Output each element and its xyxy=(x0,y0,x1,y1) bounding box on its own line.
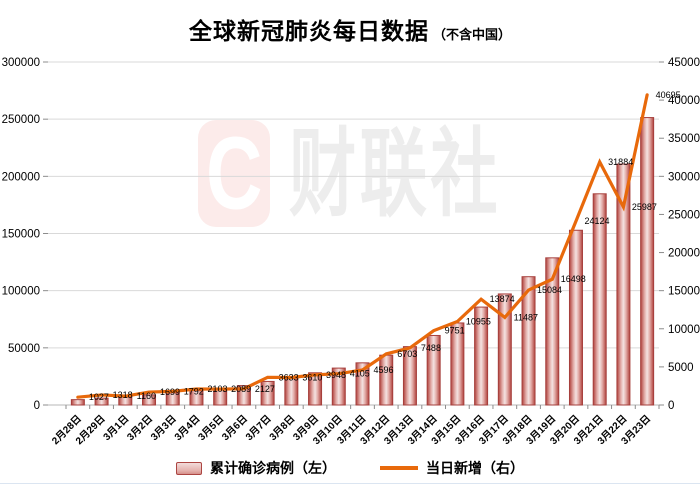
right-axis-label: 5000 xyxy=(668,362,694,374)
line-data-label: 11487 xyxy=(514,312,538,322)
bar-cumulative-cases xyxy=(142,394,157,406)
legend-bar-swatch xyxy=(176,461,202,475)
line-data-label: 6703 xyxy=(397,349,417,359)
line-data-label: 15084 xyxy=(537,285,562,295)
line-data-label: 1027 xyxy=(89,392,109,402)
right-axis-label: 10000 xyxy=(668,324,700,336)
line-data-label: 40695 xyxy=(656,90,681,100)
right-axis-label: 15000 xyxy=(668,286,700,298)
x-axis-label: 3月3日 xyxy=(148,413,178,443)
left-axis-label: 300000 xyxy=(2,57,40,69)
legend: 累计确诊病例（左） 当日新增（右） xyxy=(0,458,700,478)
x-axis-label: 3月2日 xyxy=(125,413,155,443)
bar-cumulative-cases xyxy=(592,193,607,406)
line-data-label: 3633 xyxy=(279,372,299,382)
legend-bar-label: 累计确诊病例（左） xyxy=(210,460,336,476)
line-data-label: 13874 xyxy=(490,294,515,304)
chart-title: 全球新冠肺炎每日数据 （不含中国） xyxy=(0,12,700,46)
watermark-brand-text: 财联社 xyxy=(289,120,502,228)
line-data-label: 4596 xyxy=(373,365,393,375)
line-data-label: 10955 xyxy=(466,316,491,326)
watermark-logo-badge: C xyxy=(198,120,270,227)
line-data-label: 4105 xyxy=(350,369,370,379)
bar-cumulative-cases xyxy=(640,117,655,406)
bar-cumulative-cases xyxy=(426,334,441,406)
bar-cumulative-cases xyxy=(94,397,109,406)
right-axis-label: 40000 xyxy=(668,95,700,107)
left-axis-label: 50000 xyxy=(8,343,40,355)
bar-cumulative-cases xyxy=(331,367,346,406)
line-data-label: 9751 xyxy=(445,326,465,336)
right-axis-label: 30000 xyxy=(668,171,700,183)
line-data-label: 2127 xyxy=(255,384,275,394)
line-data-label: 16498 xyxy=(561,274,586,284)
right-axis-label: 25000 xyxy=(668,209,700,221)
x-axis-label: 3月7日 xyxy=(243,413,273,443)
line-data-label: 24124 xyxy=(584,216,609,226)
line-data-label: 31884 xyxy=(608,157,633,167)
line-data-label: 7488 xyxy=(421,343,441,353)
x-axis-label: 3月4日 xyxy=(172,413,202,443)
bar-cumulative-cases xyxy=(521,276,536,406)
bar-cumulative-cases xyxy=(379,354,394,406)
x-axis-label: 3月1日 xyxy=(101,413,131,443)
line-data-label: 3610 xyxy=(302,372,322,382)
line-data-label: 1792 xyxy=(184,386,204,396)
chart-title-suffix: （不含中国） xyxy=(432,27,511,42)
line-data-label: 1160 xyxy=(137,391,156,401)
line-data-label: 25987 xyxy=(632,202,657,212)
watermark-logo-letter: C xyxy=(205,120,263,227)
legend-line-swatch xyxy=(380,466,418,470)
bar-cumulative-cases xyxy=(236,385,251,406)
bottom-divider xyxy=(0,483,700,484)
x-axis-label: 3月5日 xyxy=(196,413,226,443)
line-data-label: 2089 xyxy=(231,384,251,394)
x-axis-label: 3月6日 xyxy=(220,413,250,443)
bar-cumulative-cases xyxy=(568,229,583,406)
bar-cumulative-cases xyxy=(260,380,275,406)
bar-cumulative-cases xyxy=(497,293,512,406)
line-data-label: 1699 xyxy=(160,387,180,397)
legend-item-daily-new: 当日新增（右） xyxy=(380,458,524,478)
right-axis-label: 35000 xyxy=(668,133,700,145)
right-axis-label: 45000 xyxy=(668,57,700,69)
left-axis-label: 150000 xyxy=(2,229,40,241)
right-axis-label: 0 xyxy=(668,400,674,412)
x-axis-label: 3月8日 xyxy=(267,413,297,443)
legend-line-label: 当日新增（右） xyxy=(426,460,524,476)
bar-cumulative-cases xyxy=(355,362,370,406)
bar-cumulative-cases xyxy=(616,163,631,406)
bar-cumulative-cases xyxy=(474,306,489,406)
left-axis-label: 0 xyxy=(34,400,40,412)
bar-cumulative-cases xyxy=(545,257,560,406)
line-data-label: 3948 xyxy=(326,370,346,380)
left-axis-label: 200000 xyxy=(2,171,40,183)
line-data-label: 1318 xyxy=(113,390,133,400)
bar-cumulative-cases xyxy=(70,399,85,406)
bar-cumulative-cases xyxy=(308,372,323,406)
legend-item-cumulative: 累计确诊病例（左） xyxy=(176,458,336,478)
line-daily-new xyxy=(76,93,649,399)
right-axis-label: 20000 xyxy=(668,248,700,260)
chart-title-main: 全球新冠肺炎每日数据 xyxy=(188,19,429,44)
left-axis-label: 250000 xyxy=(2,114,40,126)
line-data-label: 2103 xyxy=(207,384,227,394)
left-axis-label: 100000 xyxy=(2,286,40,298)
